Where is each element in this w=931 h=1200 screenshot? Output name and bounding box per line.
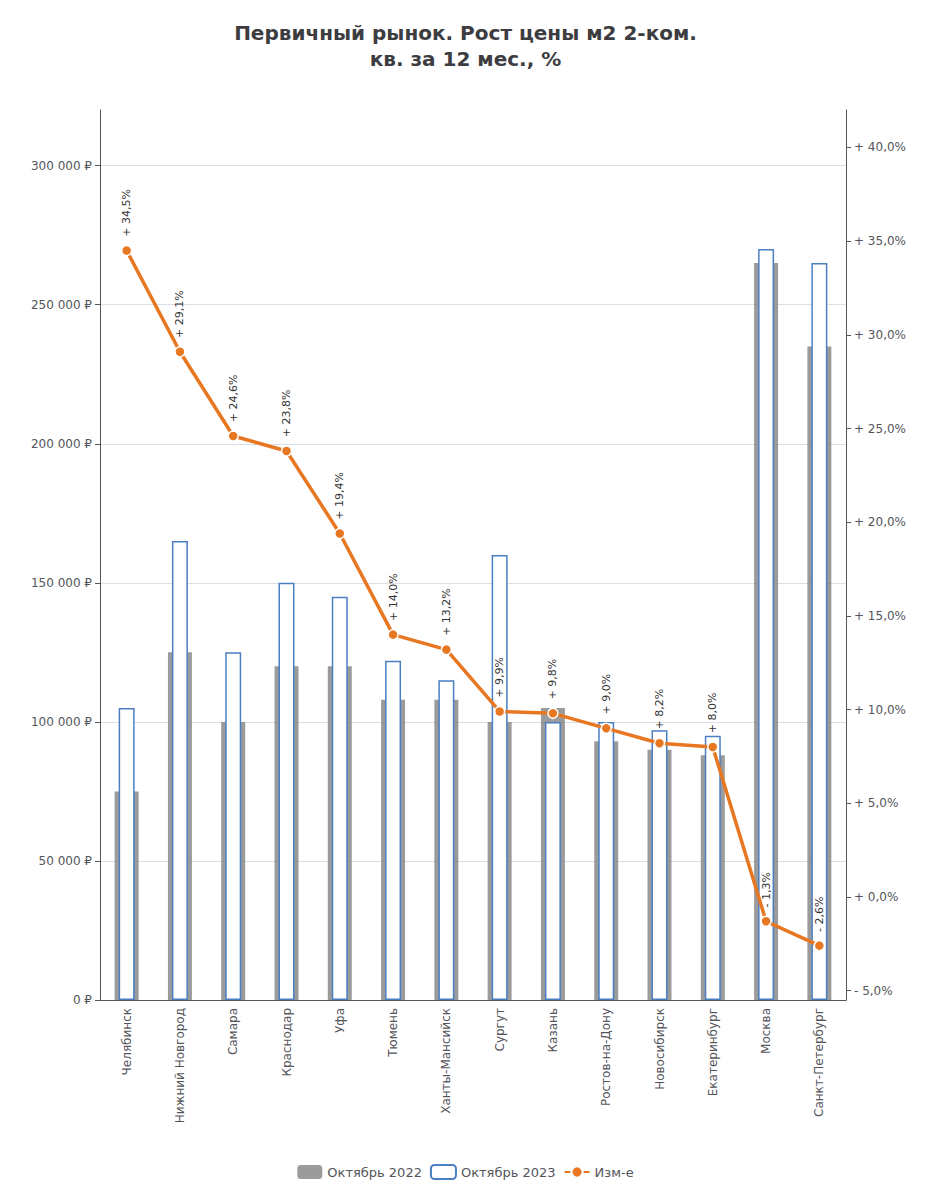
svg-text:0 ₽: 0 ₽ xyxy=(73,993,92,1007)
svg-text:+ 34,5%: + 34,5% xyxy=(120,189,133,237)
svg-text:+ 14,0%: + 14,0% xyxy=(387,573,400,621)
svg-text:300 000 ₽: 300 000 ₽ xyxy=(31,159,92,173)
svg-text:Нижний Новгород: Нижний Новгород xyxy=(173,1008,187,1123)
svg-text:+ 19,4%: + 19,4% xyxy=(333,472,346,520)
svg-text:Октябрь 2023: Октябрь 2023 xyxy=(461,1165,556,1180)
svg-text:250 000 ₽: 250 000 ₽ xyxy=(31,298,92,312)
svg-text:кв. за 12 мес., %: кв. за 12 мес., % xyxy=(370,47,562,71)
svg-text:+ 0,0%: + 0,0% xyxy=(854,890,898,904)
svg-text:+ 13,2%: + 13,2% xyxy=(440,588,453,636)
svg-text:Москва: Москва xyxy=(759,1008,773,1054)
svg-text:Изм-е: Изм-е xyxy=(595,1165,634,1180)
svg-text:Ханты-Мансийск: Ханты-Мансийск xyxy=(439,1008,453,1114)
svg-text:Екатеринбург: Екатеринбург xyxy=(706,1008,720,1096)
svg-text:+ 25,0%: + 25,0% xyxy=(854,422,906,436)
svg-text:50 000 ₽: 50 000 ₽ xyxy=(39,854,93,868)
svg-text:Тюмень: Тюмень xyxy=(386,1008,400,1058)
svg-text:+ 9,9%: + 9,9% xyxy=(493,657,506,698)
svg-text:- 1,3%: - 1,3% xyxy=(760,872,773,907)
svg-text:+ 24,6%: + 24,6% xyxy=(227,375,240,423)
svg-text:Санкт-Петербург: Санкт-Петербург xyxy=(812,1008,826,1117)
svg-text:+ 15,0%: + 15,0% xyxy=(854,609,906,623)
svg-text:Сургут: Сургут xyxy=(493,1008,507,1052)
svg-text:+ 20,0%: + 20,0% xyxy=(854,515,906,529)
svg-text:Казань: Казань xyxy=(546,1008,560,1053)
svg-text:Самара: Самара xyxy=(226,1008,240,1055)
svg-text:Октябрь 2022: Октябрь 2022 xyxy=(327,1165,422,1180)
svg-text:+ 5,0%: + 5,0% xyxy=(854,796,898,810)
svg-text:Уфа: Уфа xyxy=(333,1008,347,1033)
svg-text:Ростов-на-Дону: Ростов-на-Дону xyxy=(599,1008,613,1106)
svg-text:+ 29,1%: + 29,1% xyxy=(173,290,186,338)
svg-text:Новосибирск: Новосибирск xyxy=(653,1008,667,1090)
svg-text:- 5,0%: - 5,0% xyxy=(854,984,893,998)
svg-text:+ 9,0%: + 9,0% xyxy=(600,674,613,715)
svg-text:100 000 ₽: 100 000 ₽ xyxy=(31,715,92,729)
svg-text:+ 35,0%: + 35,0% xyxy=(854,234,906,248)
svg-text:+ 30,0%: + 30,0% xyxy=(854,328,906,342)
svg-text:+ 10,0%: + 10,0% xyxy=(854,703,906,717)
svg-text:+ 8,0%: + 8,0% xyxy=(706,693,719,734)
svg-text:Краснодар: Краснодар xyxy=(280,1008,294,1077)
svg-text:200 000 ₽: 200 000 ₽ xyxy=(31,437,92,451)
svg-text:Первичный рынок. Рост цены м2: Первичный рынок. Рост цены м2 2-ком. xyxy=(234,21,697,45)
svg-text:+ 9,8%: + 9,8% xyxy=(546,659,559,700)
svg-text:+ 40,0%: + 40,0% xyxy=(854,140,906,154)
svg-text:- 2,6%: - 2,6% xyxy=(813,896,826,931)
svg-text:Челябинск: Челябинск xyxy=(120,1008,134,1075)
svg-text:150 000 ₽: 150 000 ₽ xyxy=(31,576,92,590)
svg-text:+ 8,2%: + 8,2% xyxy=(653,689,666,730)
svg-text:+ 23,8%: + 23,8% xyxy=(280,390,293,438)
